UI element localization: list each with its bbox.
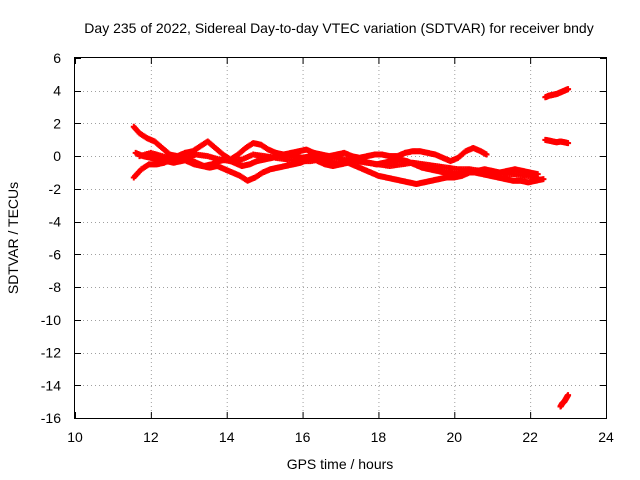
y-tick-label: -14 [41, 377, 61, 393]
data-points [130, 86, 572, 410]
y-tick-label: -2 [49, 181, 62, 197]
data-point [565, 86, 572, 93]
y-tick-label: -12 [41, 345, 61, 361]
y-tick-label: -6 [49, 246, 62, 262]
chart-title: Day 235 of 2022, Sidereal Day-to-day VTE… [84, 20, 593, 36]
y-tick-label: 2 [53, 115, 61, 131]
series-track-5 [542, 86, 572, 101]
x-tick-label: 18 [371, 429, 387, 445]
data-point [534, 174, 541, 181]
y-tick-label: 6 [53, 50, 61, 66]
x-axis-label: GPS time / hours [287, 456, 394, 472]
x-tick-label: 24 [598, 429, 614, 445]
y-tick-label: 4 [53, 83, 61, 99]
series-track-7 [557, 392, 572, 410]
x-tick-label: 22 [522, 429, 538, 445]
x-tick-labels: 10 12 14 16 18 20 22 24 [67, 429, 614, 445]
data-point [565, 392, 572, 399]
y-tick-labels: -16 -14 -12 -10 -8 -6 -4 -2 0 2 4 6 [41, 50, 61, 426]
x-tick-label: 10 [67, 429, 83, 445]
x-tick-label: 12 [143, 429, 159, 445]
x-tick-label: 20 [446, 429, 462, 445]
y-tick-label: -4 [49, 214, 62, 230]
data-point [483, 151, 490, 158]
y-tick-label: -10 [41, 312, 61, 328]
x-tick-label: 16 [295, 429, 311, 445]
axis-ticks [75, 58, 607, 419]
y-axis-label: SDTVAR / TECUs [5, 182, 21, 294]
series-track-4 [136, 149, 541, 181]
y-tick-label: -16 [41, 410, 61, 426]
y-tick-label: 0 [53, 148, 61, 164]
series-track-6 [542, 136, 572, 147]
data-point [565, 140, 572, 147]
x-tick-label: 14 [219, 429, 235, 445]
data-point [540, 176, 547, 183]
y-tick-label: -8 [49, 279, 62, 295]
plot-frame [74, 57, 607, 419]
